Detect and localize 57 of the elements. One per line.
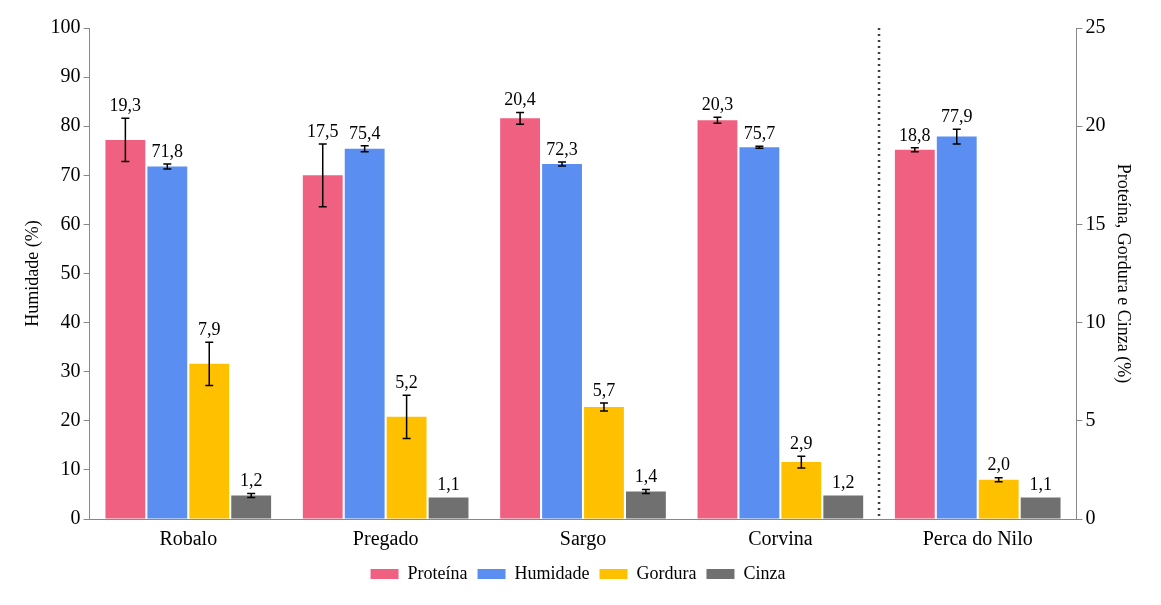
y-tick-label: 0 [70, 506, 81, 529]
x-tick-label: Robalo [159, 527, 218, 550]
data-label: 1,4 [634, 466, 658, 487]
data-label: 5,2 [395, 372, 418, 392]
data-label: 2,9 [790, 432, 813, 453]
y-tick-label: 40 [60, 309, 81, 332]
y2-tick-label: 20 [1085, 113, 1106, 136]
y-tick-label: 10 [60, 457, 81, 480]
y2-tick-label: 0 [1085, 506, 1096, 529]
legend-label: Proteína [407, 562, 468, 583]
data-label: 20,4 [504, 89, 536, 110]
data-label: 1,1 [1029, 474, 1052, 495]
bar [231, 495, 272, 519]
data-label: 1,2 [832, 472, 855, 493]
data-label: 2,0 [987, 454, 1010, 475]
data-label: 20,3 [701, 94, 734, 115]
y-tick-label: 70 [60, 162, 81, 185]
y-tick-label: 50 [60, 260, 81, 283]
y-tick-label: 80 [60, 113, 81, 136]
y-tick-label: 60 [60, 211, 81, 234]
data-label: 19,3 [109, 95, 142, 116]
x-tick-label: Pregado [352, 527, 419, 551]
bar [386, 416, 427, 519]
data-label: 17,5 [306, 120, 339, 141]
data-label: 72,3 [546, 138, 578, 159]
data-label: 18,8 [899, 124, 931, 145]
x-tick-label: Perca do Nilo [922, 527, 1033, 550]
y-tick-label: 30 [60, 358, 81, 381]
data-label: 71,8 [151, 140, 184, 161]
bar [823, 495, 864, 519]
data-label: 1,1 [437, 474, 460, 495]
x-tick-label: Sargo [559, 527, 607, 551]
bar [978, 479, 1019, 519]
bar [428, 497, 469, 519]
data-label: 7,9 [198, 318, 221, 339]
legend-label: Cinza [743, 562, 786, 583]
y2-axis-title: Proteína, Gordura e Cinza (%) [1113, 163, 1135, 384]
data-label: 77,9 [941, 105, 973, 126]
data-label: 5,7 [592, 379, 616, 400]
bar [1020, 497, 1061, 519]
x-tick-label: Corvina [748, 527, 813, 550]
legend-label: Gordura [636, 562, 697, 583]
legend-label: Humidade [514, 562, 590, 583]
y2-tick-label: 25 [1085, 15, 1106, 38]
data-label: 1,2 [239, 470, 263, 491]
y2-tick-label: 15 [1085, 211, 1106, 234]
data-label: 75,4 [348, 122, 381, 143]
y2-tick-label: 5 [1085, 408, 1096, 431]
bar [625, 491, 666, 519]
y-tick-label: 90 [60, 64, 81, 87]
data-label: 75,7 [743, 123, 776, 144]
y-tick-label: 20 [60, 408, 81, 431]
y-tick-label: 100 [50, 15, 81, 38]
y2-tick-label: 10 [1085, 309, 1106, 332]
bar [781, 462, 822, 519]
bar [584, 407, 624, 519]
y-axis-title: Humidade (%) [21, 220, 43, 327]
